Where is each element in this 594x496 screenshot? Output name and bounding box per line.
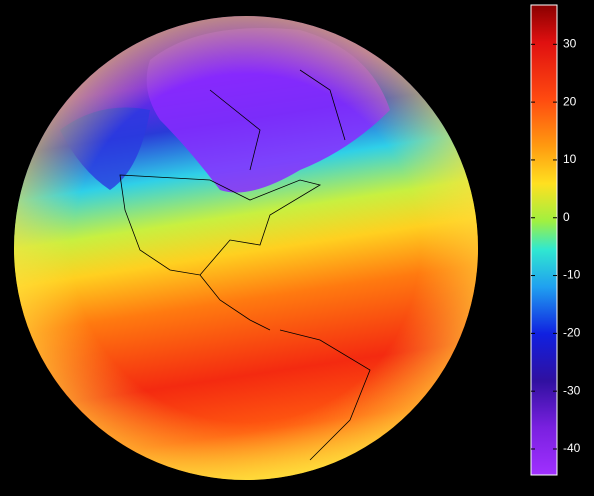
- tick-label: 20: [563, 94, 577, 108]
- tick-label: -30: [563, 383, 581, 397]
- tick-label: 10: [563, 152, 577, 166]
- coastline: [119, 69, 371, 461]
- tick-label: -40: [563, 441, 581, 455]
- colorbar: [530, 4, 558, 476]
- tick-label: -20: [563, 326, 581, 340]
- tick-label: -10: [563, 268, 581, 282]
- tick-label: 30: [563, 36, 577, 50]
- tick-label: 0: [563, 210, 570, 224]
- globe: [14, 16, 478, 480]
- globe-edge: [14, 16, 478, 480]
